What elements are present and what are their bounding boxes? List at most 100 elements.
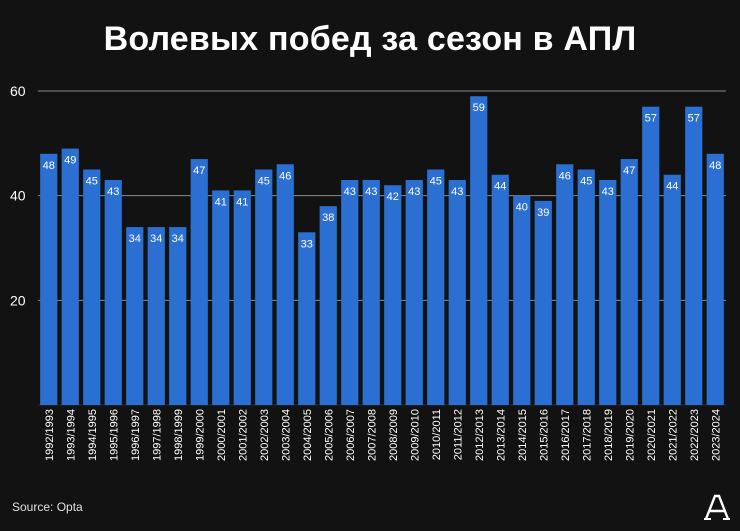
y-tick-label: 20 xyxy=(10,292,26,308)
bar xyxy=(556,164,574,405)
bar-value-label: 46 xyxy=(559,170,571,182)
bar-value-label: 48 xyxy=(709,160,721,172)
x-tick-label: 2001/2002 xyxy=(237,409,249,461)
source-note: Source: Opta xyxy=(12,500,83,514)
bar xyxy=(448,179,466,405)
bar-value-label: 45 xyxy=(86,176,98,188)
bar-value-label: 43 xyxy=(602,186,614,198)
bar-value-label: 44 xyxy=(666,181,678,193)
x-axis-ticks: 1992/1993 1993/1994 1994/1995 1995/1996 1996… xyxy=(44,409,723,461)
bar xyxy=(470,96,488,405)
bar-value-label: 47 xyxy=(623,165,635,177)
bar-value-label: 34 xyxy=(150,233,162,245)
bar xyxy=(577,169,595,405)
bar xyxy=(405,179,423,405)
bar-value-label: 43 xyxy=(365,186,377,198)
bar xyxy=(255,169,273,405)
x-tick-label: 2000/2001 xyxy=(216,409,228,461)
bar xyxy=(190,159,208,405)
bar-value-label: 44 xyxy=(494,181,506,193)
x-tick-label: 2017/2018 xyxy=(581,409,593,461)
bar-value-label: 45 xyxy=(580,176,592,188)
x-tick-label: 1994/1995 xyxy=(87,409,99,461)
bar-value-label: 48 xyxy=(43,160,55,172)
x-tick-label: 1993/1994 xyxy=(65,409,77,461)
bar-value-label: 43 xyxy=(451,186,463,198)
x-tick-label: 2009/2010 xyxy=(409,409,421,461)
x-tick-label: 2014/2015 xyxy=(517,409,529,461)
x-tick-label: 1995/1996 xyxy=(108,409,120,461)
x-tick-label: 2003/2004 xyxy=(280,409,292,461)
athletic-logo-icon xyxy=(704,494,730,520)
bar-value-label: 45 xyxy=(430,176,442,188)
bar xyxy=(706,153,724,405)
x-tick-label: 2023/2024 xyxy=(710,409,722,461)
x-tick-label: 1992/1993 xyxy=(44,409,56,461)
bar-value-label: 40 xyxy=(516,202,528,214)
bar-value-label: 43 xyxy=(344,186,356,198)
bar xyxy=(104,179,122,405)
x-tick-label: 2012/2013 xyxy=(474,409,486,461)
bar xyxy=(40,153,58,405)
y-axis-ticks: 20 40 60 xyxy=(10,83,26,308)
x-tick-label: 2006/2007 xyxy=(345,409,357,461)
bar xyxy=(685,106,703,405)
bar-value-label: 43 xyxy=(408,186,420,198)
x-tick-label: 2004/2005 xyxy=(302,409,314,461)
x-tick-label: 2008/2009 xyxy=(388,409,400,461)
bar xyxy=(212,190,230,405)
bar-labels: 48 49 45 43 34 34 34 47 41 41 45 46 33 38 43 43 42 43 45 43… xyxy=(43,102,722,250)
bar xyxy=(126,227,144,405)
bar-value-label: 45 xyxy=(258,176,270,188)
x-tick-label: 2011/2012 xyxy=(452,409,464,460)
bar xyxy=(620,159,638,405)
x-tick-label: 2021/2022 xyxy=(667,409,679,461)
bar xyxy=(534,200,552,405)
bar-value-label: 33 xyxy=(301,238,313,250)
x-tick-label: 2010/2011 xyxy=(431,409,443,460)
x-tick-label: 2013/2014 xyxy=(495,409,507,461)
bar xyxy=(513,195,531,405)
chart-title: Волевых побед за сезон в АПЛ xyxy=(103,20,637,58)
bar xyxy=(61,148,79,406)
x-tick-label: 1998/1999 xyxy=(173,409,185,461)
x-tick-label: 2018/2019 xyxy=(603,409,615,461)
bar-value-label: 46 xyxy=(279,170,291,182)
bar-value-label: 47 xyxy=(193,165,205,177)
x-tick-label: 2020/2021 xyxy=(646,409,658,461)
x-tick-label: 1999/2000 xyxy=(194,409,206,461)
bar-value-label: 39 xyxy=(537,207,549,219)
bar xyxy=(83,169,101,405)
bar-value-label: 34 xyxy=(129,233,141,245)
bar xyxy=(298,232,316,405)
bar-value-label: 59 xyxy=(473,102,485,114)
x-tick-label: 2015/2016 xyxy=(538,409,550,461)
bar xyxy=(169,227,187,405)
bar xyxy=(491,174,509,405)
bar-value-label: 41 xyxy=(215,196,227,208)
bar xyxy=(384,185,402,405)
bar xyxy=(663,174,681,405)
x-tick-label: 2022/2023 xyxy=(689,409,701,461)
bar-value-label: 57 xyxy=(688,113,700,125)
x-tick-label: 2019/2020 xyxy=(624,409,636,461)
bar xyxy=(341,179,359,405)
bar xyxy=(276,164,294,405)
x-tick-label: 1996/1997 xyxy=(130,409,142,461)
bar-value-label: 49 xyxy=(64,155,76,167)
bars xyxy=(40,96,724,406)
y-tick-label: 60 xyxy=(10,83,26,99)
x-tick-label: 2016/2017 xyxy=(560,409,572,461)
bar xyxy=(362,179,380,405)
bar-value-label: 38 xyxy=(322,212,334,224)
y-tick-label: 40 xyxy=(10,188,26,204)
bar xyxy=(319,206,337,405)
bar xyxy=(642,106,660,405)
bar-value-label: 34 xyxy=(172,233,184,245)
bar xyxy=(233,190,251,405)
x-tick-label: 2005/2006 xyxy=(323,409,335,461)
bar-value-label: 41 xyxy=(236,196,248,208)
x-tick-label: 2002/2003 xyxy=(259,409,271,461)
x-tick-label: 2007/2008 xyxy=(366,409,378,461)
